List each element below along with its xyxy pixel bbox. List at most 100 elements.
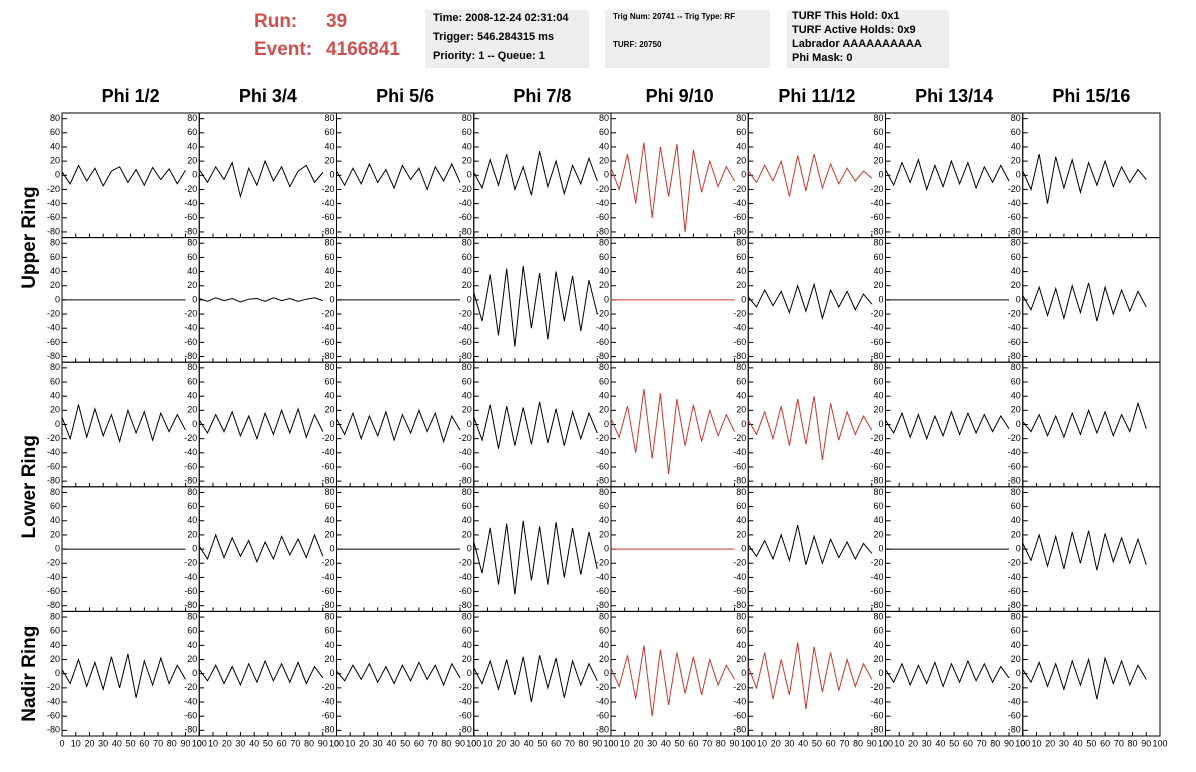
y-tick-label: 60 bbox=[324, 501, 334, 511]
x-tick-label: 20 bbox=[1045, 738, 1055, 748]
y-tick-label: -20 bbox=[870, 308, 883, 318]
y-tick-label: -20 bbox=[47, 184, 60, 194]
x-tick-label: 70 bbox=[428, 738, 438, 748]
y-tick-label: 0 bbox=[55, 668, 60, 678]
y-tick-label: -40 bbox=[184, 447, 197, 457]
y-tick-label: 20 bbox=[873, 654, 883, 664]
x-tick-label: 0 bbox=[608, 738, 613, 748]
x-tick-label: 10 bbox=[208, 738, 218, 748]
y-tick-label: 40 bbox=[187, 515, 197, 525]
x-tick-label: 60 bbox=[551, 738, 561, 748]
y-tick-label: 20 bbox=[1011, 156, 1021, 166]
y-tick-label: -20 bbox=[184, 682, 197, 692]
y-tick-label: 60 bbox=[187, 501, 197, 511]
y-tick-label: -60 bbox=[1008, 586, 1021, 596]
y-tick-label: -40 bbox=[733, 198, 746, 208]
y-tick-label: 60 bbox=[1011, 376, 1021, 386]
y-tick-label: 40 bbox=[462, 640, 472, 650]
waveform bbox=[198, 407, 324, 441]
y-tick-label: 80 bbox=[187, 487, 197, 497]
y-tick-label: -20 bbox=[47, 558, 60, 568]
x-tick-label: 10 bbox=[620, 738, 630, 748]
waveform bbox=[473, 520, 598, 595]
y-tick-label: 60 bbox=[462, 501, 472, 511]
y-tick-label: 40 bbox=[50, 515, 60, 525]
x-tick-label: 50 bbox=[126, 738, 136, 748]
y-tick-label: -80 bbox=[47, 476, 60, 486]
y-tick-label: 0 bbox=[55, 170, 60, 180]
x-tick-label: 60 bbox=[688, 738, 698, 748]
x-tick-label: 10 bbox=[1031, 738, 1041, 748]
y-tick-label: -40 bbox=[1008, 696, 1021, 706]
y-tick-label: -60 bbox=[459, 461, 472, 471]
y-tick-label: 20 bbox=[736, 280, 746, 290]
y-tick-label: 60 bbox=[462, 376, 472, 386]
y-tick-label: 40 bbox=[324, 141, 334, 151]
y-tick-label: 60 bbox=[736, 252, 746, 262]
column-title: Phi 15/16 bbox=[1052, 86, 1130, 106]
info-text: Phi Mask: 0 bbox=[792, 52, 853, 64]
y-tick-label: 60 bbox=[50, 501, 60, 511]
x-tick-label: 70 bbox=[977, 738, 987, 748]
y-tick-label: -60 bbox=[47, 711, 60, 721]
x-tick-label: 90 bbox=[730, 738, 740, 748]
y-tick-label: 40 bbox=[187, 141, 197, 151]
y-tick-label: 60 bbox=[1011, 501, 1021, 511]
panel-frame bbox=[473, 112, 612, 239]
y-tick-label: -40 bbox=[321, 696, 334, 706]
waveform bbox=[885, 158, 1010, 192]
y-tick-label: -80 bbox=[596, 725, 609, 735]
column-title: Phi 1/2 bbox=[102, 86, 160, 106]
waveform bbox=[747, 153, 873, 197]
x-tick-label: 10 bbox=[482, 738, 492, 748]
x-tick-label: 0 bbox=[334, 738, 339, 748]
y-tick-label: -80 bbox=[459, 226, 472, 236]
y-tick-label: -20 bbox=[1008, 433, 1021, 443]
y-tick-label: 80 bbox=[187, 362, 197, 372]
x-tick-label: 80 bbox=[167, 738, 177, 748]
y-tick-label: 80 bbox=[50, 611, 60, 621]
waveform bbox=[1022, 530, 1147, 571]
y-tick-label: 80 bbox=[462, 238, 472, 248]
waveform bbox=[747, 282, 873, 321]
y-tick-label: -80 bbox=[184, 476, 197, 486]
y-tick-label: -80 bbox=[596, 351, 609, 361]
y-tick-label: -20 bbox=[321, 308, 334, 318]
y-tick-label: -60 bbox=[733, 212, 746, 222]
y-tick-label: -20 bbox=[1008, 558, 1021, 568]
panel-frame bbox=[198, 361, 337, 488]
y-tick-label: -60 bbox=[1008, 212, 1021, 222]
y-tick-label: 80 bbox=[324, 362, 334, 372]
y-tick-label: -60 bbox=[733, 586, 746, 596]
y-tick-label: -80 bbox=[733, 226, 746, 236]
waveform bbox=[610, 142, 735, 232]
y-tick-label: 60 bbox=[187, 376, 197, 386]
y-tick-label: 20 bbox=[599, 529, 609, 539]
y-tick-label: 40 bbox=[187, 391, 197, 401]
y-tick-label: 80 bbox=[1011, 611, 1021, 621]
y-tick-label: -20 bbox=[459, 433, 472, 443]
y-tick-label: -80 bbox=[870, 476, 883, 486]
y-tick-label: 0 bbox=[604, 170, 609, 180]
y-tick-label: -80 bbox=[321, 226, 334, 236]
y-tick-label: 40 bbox=[187, 640, 197, 650]
y-tick-label: -80 bbox=[47, 351, 60, 361]
y-tick-label: 20 bbox=[462, 280, 472, 290]
x-tick-label: 60 bbox=[414, 738, 424, 748]
x-tick-label: 40 bbox=[524, 738, 534, 748]
y-tick-label: -60 bbox=[184, 711, 197, 721]
x-tick-label: 80 bbox=[853, 738, 863, 748]
info-text: Trig Num: 20741 -- Trig Type: RF bbox=[613, 12, 735, 21]
y-tick-label: 60 bbox=[1011, 127, 1021, 137]
y-tick-label: 0 bbox=[329, 419, 334, 429]
y-tick-label: -80 bbox=[184, 226, 197, 236]
waveform bbox=[1022, 153, 1147, 204]
y-tick-label: -80 bbox=[459, 725, 472, 735]
y-tick-label: 60 bbox=[736, 501, 746, 511]
y-tick-label: 20 bbox=[736, 529, 746, 539]
row-title: Upper Ring bbox=[19, 186, 40, 288]
y-tick-label: -20 bbox=[1008, 682, 1021, 692]
y-tick-label: 20 bbox=[462, 156, 472, 166]
y-tick-label: -40 bbox=[459, 323, 472, 333]
info-box bbox=[605, 10, 770, 68]
